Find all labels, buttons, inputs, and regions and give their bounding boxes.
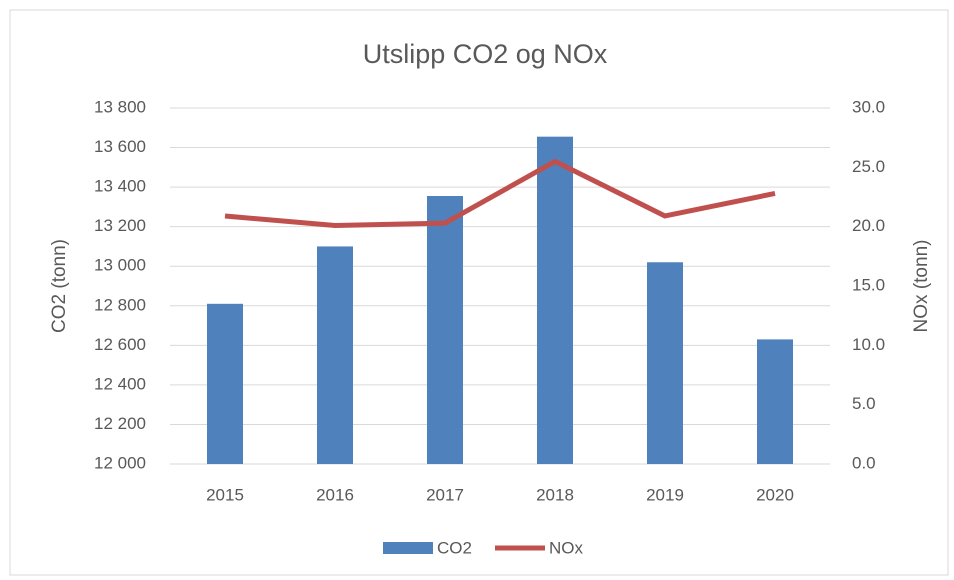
y2-tick-label: 25.0 bbox=[852, 157, 885, 176]
legend-label: NOx bbox=[549, 538, 584, 557]
legend-label: CO2 bbox=[437, 538, 472, 557]
x-tick-label: 2016 bbox=[316, 485, 354, 504]
y2-tick-label: 20.0 bbox=[852, 216, 885, 235]
y-tick-label: 13 800 bbox=[94, 97, 146, 116]
bar bbox=[537, 136, 573, 464]
y2-axis-label: NOx (tonn) bbox=[911, 240, 932, 333]
y-tick-label: 13 000 bbox=[94, 256, 146, 275]
y-tick-label: 12 200 bbox=[94, 414, 146, 433]
y2-tick-label: 30.0 bbox=[852, 97, 885, 116]
x-tick-label: 2019 bbox=[646, 485, 684, 504]
y-tick-label: 12 800 bbox=[94, 295, 146, 314]
y2-tick-label: 5.0 bbox=[852, 394, 876, 413]
x-tick-label: 2017 bbox=[426, 485, 464, 504]
y-tick-label: 13 400 bbox=[94, 177, 146, 196]
bar bbox=[317, 246, 353, 464]
line bbox=[224, 158, 776, 228]
bar bbox=[757, 339, 793, 464]
chart-frame bbox=[9, 9, 949, 576]
x-tick-label: 2018 bbox=[536, 485, 574, 504]
x-tick-label: 2020 bbox=[756, 485, 794, 504]
y-tick-label: 12 600 bbox=[94, 335, 146, 354]
y2-tick-label: 15.0 bbox=[852, 275, 885, 294]
bar bbox=[647, 262, 683, 464]
legend-swatch bbox=[383, 542, 433, 554]
chart-title: Utslipp CO2 og NOx bbox=[363, 39, 608, 69]
bar bbox=[207, 303, 243, 464]
y-tick-label: 12 000 bbox=[94, 453, 146, 472]
y-tick-label: 12 400 bbox=[94, 374, 146, 393]
y-tick-label: 13 600 bbox=[94, 137, 146, 156]
x-tick-label: 2015 bbox=[206, 485, 244, 504]
y-tick-label: 13 200 bbox=[94, 216, 146, 235]
y2-tick-label: 10.0 bbox=[852, 335, 885, 354]
bar bbox=[427, 196, 463, 464]
y2-tick-label: 0.0 bbox=[852, 453, 876, 472]
y-axis-label: CO2 (tonn) bbox=[49, 239, 70, 333]
